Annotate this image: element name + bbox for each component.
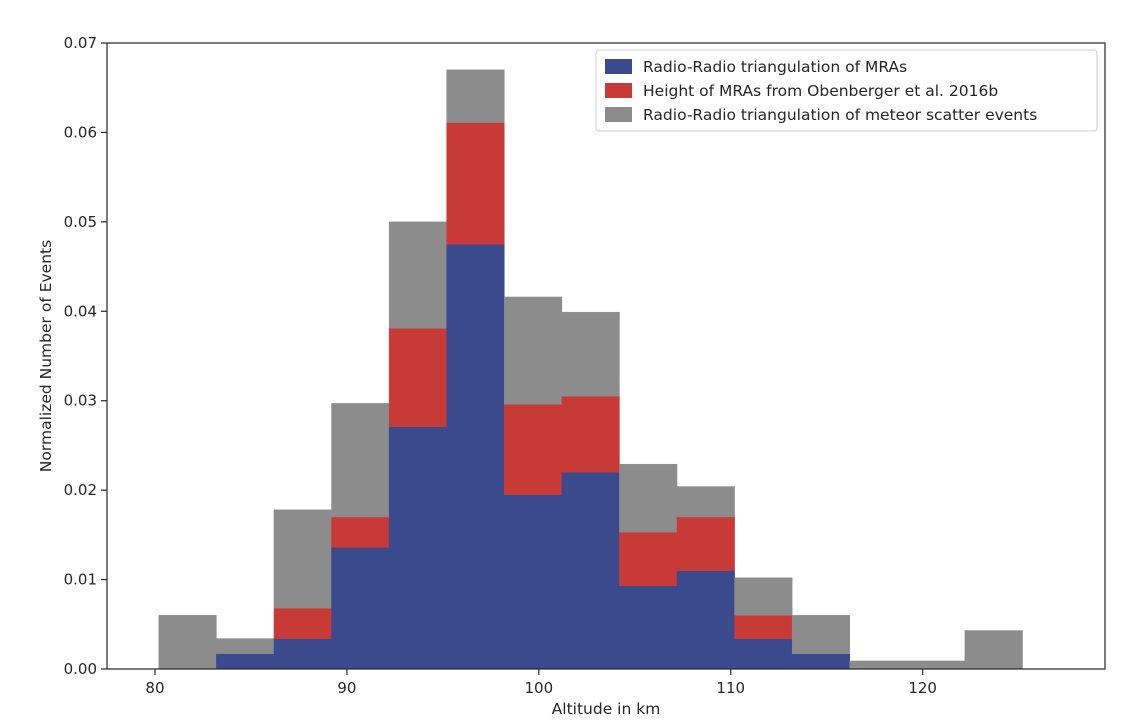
legend-label-2: Height of MRAs from Obenberger et al. 20…: [643, 82, 998, 100]
bar-series3-bin14: [907, 660, 966, 670]
legend-box: [595, 49, 1098, 132]
bar-series3-bin7: [504, 296, 563, 405]
y-tick-label: 0.01: [64, 571, 97, 589]
x-tick-label: 80: [145, 679, 164, 697]
bar-series1-bin7: [504, 494, 563, 670]
bar-series2-bin4: [331, 516, 390, 548]
bar-series2-bin7: [504, 404, 563, 495]
x-tick-label: 90: [337, 679, 356, 697]
bar-series2-bin9: [619, 531, 678, 587]
x-axis-label: Altitude in km: [552, 700, 661, 718]
bar-series1-bin5: [388, 426, 447, 670]
bar-series2-bin8: [561, 395, 620, 473]
legend-label-3: Radio-Radio triangulation of meteor scat…: [643, 106, 1037, 124]
bar-series1-bin2: [216, 653, 275, 670]
bar-series2-bin6: [446, 122, 505, 245]
y-tick-label: 0.07: [64, 34, 97, 52]
y-tick-label: 0.03: [64, 392, 97, 410]
x-tick-label: 100: [525, 679, 554, 697]
bar-series3-bin1: [158, 615, 217, 670]
y-tick-label: 0.06: [64, 123, 97, 141]
y-tick-label: 0.05: [64, 213, 97, 231]
legend-swatch-3: [605, 107, 632, 122]
bar-series3-bin11: [734, 577, 793, 616]
x-tick-label: 110: [716, 679, 745, 697]
bar-series3-bin6: [446, 69, 505, 123]
bar-series3-bin13: [849, 660, 908, 670]
bar-series3-bin5: [388, 221, 447, 329]
bar-series3-bin9: [619, 463, 678, 533]
bar-series3-bin3: [273, 509, 332, 609]
bar-series1-bin10: [676, 570, 735, 670]
bar-series1-bin11: [734, 638, 793, 670]
y-tick-label: 0.04: [64, 302, 97, 320]
bar-series1-bin8: [561, 472, 620, 670]
legend: Radio-Radio triangulation of MRAs Height …: [595, 49, 1098, 132]
bar-series2-bin3: [273, 607, 332, 639]
legend-swatch-1: [605, 59, 632, 74]
bar-series2-bin11: [734, 615, 793, 639]
bar-series3-bin4: [331, 403, 390, 518]
y-tick-label: 0.02: [64, 481, 97, 499]
bar-series1-bin3: [273, 638, 332, 670]
bar-series3-bin8: [561, 311, 620, 397]
x-axis-ticks: 80 90 100 110 120: [145, 669, 937, 697]
bar-series2-bin10: [676, 516, 735, 571]
bar-series3-bin12: [791, 615, 850, 655]
bar-series3-bin2: [216, 638, 275, 655]
bar-series1-bin4: [331, 547, 390, 670]
bar-series3-bin10: [676, 486, 735, 518]
plot-frame: [106, 42, 1106, 670]
y-axis-ticks: 0.00 0.01 0.02 0.03 0.04 0.05 0.06 0.07: [64, 34, 107, 678]
bar-series1-bin6: [446, 243, 505, 670]
legend-label-1: Radio-Radio triangulation of MRAs: [643, 58, 907, 76]
bar-series3-bin15: [964, 630, 1023, 670]
legend-swatch-2: [605, 83, 632, 98]
y-tick-label: 0.00: [64, 660, 97, 678]
x-tick-label: 120: [908, 679, 937, 697]
bar-series1-bin9: [619, 585, 678, 670]
bar-series1-bin12: [791, 653, 850, 670]
y-axis-label: Normalized Number of Events: [37, 240, 55, 472]
bar-series2-bin5: [388, 328, 447, 427]
